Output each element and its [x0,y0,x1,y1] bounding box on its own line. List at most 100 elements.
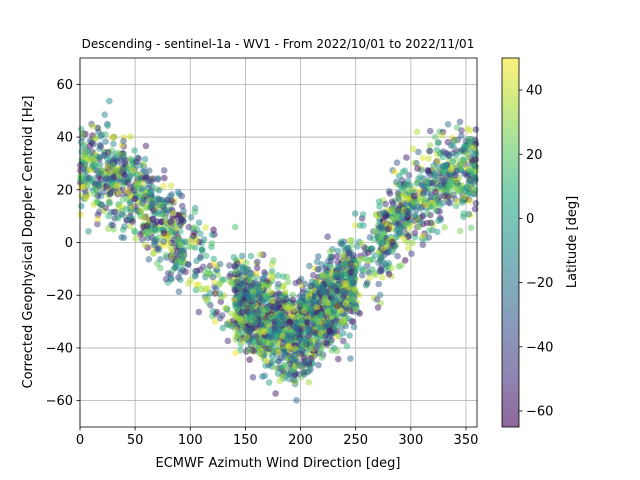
scatter-point [160,167,168,174]
scatter-point [90,160,98,168]
scatter-point [204,270,211,278]
scatter-point [231,223,239,231]
scatter-point [261,269,268,276]
scatter-point [297,300,305,308]
scatter-point [231,286,238,294]
scatter-point [289,291,296,299]
scatter-point [138,236,146,243]
scatter-point [280,320,287,328]
scatter-point [301,371,308,378]
scatter-point [177,276,184,284]
scatter-point [157,201,165,209]
scatter-point [425,155,433,162]
scatter-point [248,282,255,290]
scatter-point [403,154,410,161]
scatter-point [265,379,273,386]
scatter-point [398,262,405,269]
scatter-point [312,344,320,351]
scatter-point [346,332,353,339]
scatter-point [244,333,251,341]
scatter-point [344,252,352,260]
scatter-point [324,257,332,265]
scatter-point [274,272,282,279]
scatter-point [131,228,139,236]
scatter-point [284,278,292,286]
scatter-point [105,198,113,206]
scatter-point [295,349,302,357]
scatter-point [264,304,271,312]
scatter-point [237,347,244,354]
scatter-point [137,231,144,238]
scatter-point [83,193,90,201]
colorbar-frame [501,57,520,428]
scatter-point [472,151,480,158]
scatter-point [429,179,436,186]
scatter-point [154,175,162,182]
scatter-point [192,267,199,275]
scatter-point [413,159,420,167]
scatter-point [243,326,250,334]
scatter-point [314,318,322,325]
colorbar-tick-label: −60 [526,404,553,419]
scatter-point [337,307,345,314]
scatter-point [259,275,266,283]
scatter-point [465,165,473,173]
scatter-point [315,361,322,369]
scatter-point [268,297,276,304]
scatter-point [263,357,270,365]
scatter-point [329,253,336,261]
scatter-point [109,221,117,229]
scatter-point [307,366,314,373]
scatter-point [289,296,297,304]
scatter-point [238,252,246,260]
scatter-point [395,195,403,203]
scatter-point [469,157,476,164]
scatter-point [270,257,277,264]
scatter-point [268,267,276,275]
scatter-point [426,147,434,155]
scatter-point [447,166,455,173]
scatter-point [389,238,396,246]
scatter-point [253,270,260,277]
scatter-point [380,209,387,216]
scatter-point [446,199,454,207]
scatter-point [452,151,460,159]
scatter-point [458,127,465,134]
scatter-point [195,308,203,316]
scatter-point [271,306,278,314]
scatter-point [334,287,341,295]
scatter-point [217,298,225,306]
scatter-point [426,127,434,135]
scatter-point [423,201,430,209]
scatter-point [466,197,474,205]
scatter-point [150,241,158,249]
scatter-point [167,182,175,189]
scatter-point [324,309,332,316]
scatter-point [426,142,434,149]
scatter-point [103,163,111,170]
scatter-point [250,315,258,322]
scatter-point [246,277,253,284]
scatter-point [272,364,279,372]
scatter-point [470,190,478,198]
scatter-point [141,155,149,163]
scatter-point [375,233,383,241]
scatter-point [198,285,205,293]
scatter-point [124,179,132,186]
scatter-point [456,227,464,235]
scatter-point [267,342,275,350]
scatter-point [157,255,164,263]
scatter-point [224,337,232,345]
scatter-point [409,145,417,153]
scatter-point [110,160,117,168]
scatter-point [155,187,163,194]
scatter-point [340,319,347,326]
scatter-point [401,257,409,264]
y-tick-label: 0 [65,236,73,251]
scatter-point [356,310,364,317]
scatter-point [449,158,457,165]
colorbar-tick-label: 0 [526,212,534,227]
scatter-point [80,184,87,191]
scatter-point [460,193,468,201]
scatter-point [244,304,251,312]
